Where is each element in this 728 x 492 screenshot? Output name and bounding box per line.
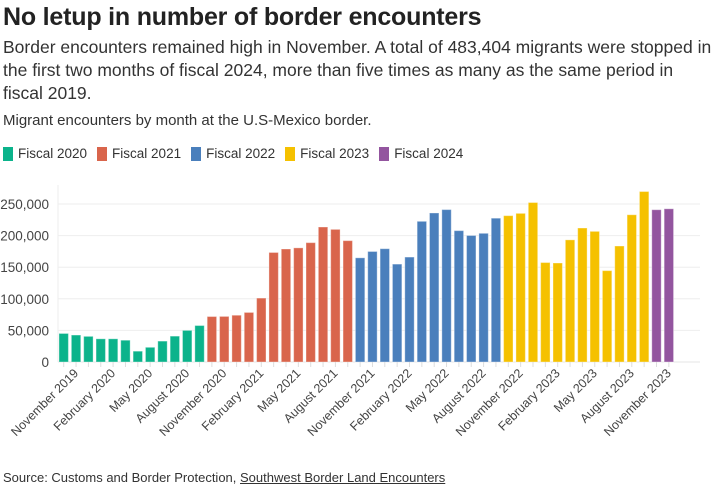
bar bbox=[429, 212, 440, 363]
y-tick-label: 0 bbox=[41, 355, 49, 370]
bar bbox=[503, 215, 514, 363]
legend-label: Fiscal 2023 bbox=[300, 146, 370, 161]
bar bbox=[182, 329, 193, 363]
bar bbox=[206, 316, 218, 363]
legend-label: Fiscal 2024 bbox=[394, 146, 464, 161]
bar bbox=[169, 335, 181, 363]
bar bbox=[132, 350, 144, 363]
legend-swatch bbox=[97, 146, 108, 161]
bar bbox=[83, 335, 94, 363]
bar bbox=[663, 208, 675, 363]
y-tick-label: 250,000 bbox=[0, 197, 49, 212]
bar bbox=[614, 245, 625, 363]
bar bbox=[552, 262, 563, 363]
x-tick-label: November 2021 bbox=[305, 366, 378, 439]
chart-description: Migrant encounters by month at the U.S-M… bbox=[3, 112, 372, 129]
bar bbox=[441, 209, 452, 363]
y-tick-label: 50,000 bbox=[8, 323, 49, 338]
legend-item: Fiscal 2021 bbox=[97, 146, 181, 161]
bar bbox=[453, 230, 465, 363]
source-text: Source: Customs and Border Protection, bbox=[3, 470, 241, 485]
x-tick-label: November 2023 bbox=[601, 366, 674, 439]
legend-item: Fiscal 2020 bbox=[3, 146, 87, 161]
legend-item: Fiscal 2024 bbox=[379, 146, 463, 161]
bar bbox=[564, 239, 576, 363]
bar bbox=[478, 232, 489, 363]
bar bbox=[416, 220, 428, 363]
source-note: Source: Customs and Border Protection, S… bbox=[3, 470, 445, 485]
bar bbox=[243, 311, 255, 363]
bar bbox=[379, 248, 391, 363]
bar bbox=[577, 227, 588, 363]
bar bbox=[317, 226, 329, 363]
bar bbox=[391, 263, 403, 363]
bar bbox=[280, 248, 292, 363]
bar bbox=[157, 340, 168, 363]
legend-swatch bbox=[3, 146, 13, 161]
legend-swatch bbox=[379, 146, 390, 161]
bar bbox=[256, 297, 267, 363]
bar bbox=[70, 334, 82, 363]
bar bbox=[58, 332, 69, 363]
bar bbox=[515, 212, 526, 363]
bar bbox=[342, 240, 353, 363]
x-tick-label: November 2022 bbox=[453, 366, 526, 439]
chart-subtitle: Border encounters remained high in Novem… bbox=[3, 37, 712, 103]
bar bbox=[354, 257, 366, 363]
bar bbox=[330, 228, 341, 363]
bar bbox=[194, 325, 205, 363]
bar bbox=[144, 346, 156, 363]
bar bbox=[107, 338, 119, 363]
legend: Fiscal 2020 Fiscal 2021 Fiscal 2022 Fiscal … bbox=[3, 146, 463, 161]
bar bbox=[367, 250, 378, 363]
legend-item: Fiscal 2022 bbox=[191, 146, 275, 161]
legend-label: Fiscal 2020 bbox=[18, 146, 88, 161]
bar bbox=[527, 202, 539, 363]
legend-swatch bbox=[191, 146, 202, 161]
y-tick-label: 200,000 bbox=[0, 229, 49, 244]
legend-item: Fiscal 2023 bbox=[285, 146, 369, 161]
y-tick-label: 150,000 bbox=[0, 260, 49, 275]
bar bbox=[638, 191, 650, 363]
x-tick-label: November 2019 bbox=[8, 366, 81, 439]
source-link[interactable]: Southwest Border Land Encounters bbox=[240, 470, 446, 485]
bar bbox=[219, 315, 230, 363]
bar bbox=[120, 339, 131, 363]
bar bbox=[466, 234, 477, 363]
chart-title: No letup in number of border encounters bbox=[3, 3, 482, 31]
bar bbox=[293, 247, 304, 363]
legend-label: Fiscal 2022 bbox=[206, 146, 276, 161]
bar-chart: 0 50,000 100,000 150,000 200,000 250,000 Novem… bbox=[0, 185, 700, 439]
legend-label: Fiscal 2021 bbox=[112, 146, 182, 161]
y-tick-label: 100,000 bbox=[0, 292, 49, 307]
bar bbox=[231, 314, 242, 363]
bar bbox=[589, 230, 600, 363]
bar bbox=[540, 262, 551, 363]
bar bbox=[651, 209, 662, 363]
bar bbox=[305, 242, 316, 363]
bar bbox=[404, 256, 415, 363]
bar bbox=[268, 251, 279, 363]
bar bbox=[490, 217, 502, 363]
legend-swatch bbox=[285, 146, 296, 161]
bar bbox=[95, 338, 106, 363]
bar bbox=[601, 270, 613, 363]
bar bbox=[626, 214, 637, 363]
x-tick-label: November 2020 bbox=[157, 366, 230, 439]
